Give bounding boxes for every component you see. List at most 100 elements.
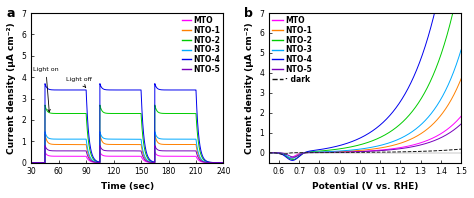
NTO-2 [290,158,296,161]
NTO-3 [152,130,158,133]
MTO [418,142,423,144]
MTO [64,155,69,157]
NTO-5 [154,147,159,150]
NTO-1 [453,90,458,93]
dark [453,148,458,151]
MTO [220,161,226,164]
MTO [152,151,158,153]
Line: NTO-1: NTO-1 [269,79,461,159]
NTO-2 [266,151,272,154]
NTO-5 [276,151,282,154]
NTO-1 [186,143,192,146]
NTO-5 [453,128,458,130]
NTO-4 [154,86,159,88]
NTO-2 [276,152,282,154]
NTO-3 [186,138,192,140]
NTO-5 [172,150,178,152]
NTO-2 [220,161,226,164]
NTO-3 [453,65,458,68]
Y-axis label: Current density (μA cm⁻²): Current density (μA cm⁻²) [245,22,254,154]
Line: NTO-5: NTO-5 [269,124,461,157]
Line: MTO: MTO [31,152,223,163]
NTO-4 [290,159,295,162]
dark [276,152,282,155]
NTO-2 [154,109,159,111]
dark [266,151,272,154]
NTO-3 [266,151,272,154]
Text: Light off: Light off [66,77,92,87]
Line: MTO: MTO [269,116,461,158]
NTO-4 [28,161,34,164]
MTO [287,156,293,159]
NTO-5 [64,150,69,152]
Line: NTO-2: NTO-2 [269,0,461,160]
NTO-5 [186,150,192,152]
NTO-2 [360,143,365,145]
dark [355,151,360,154]
dark [360,151,365,154]
Text: Light on: Light on [33,67,59,112]
NTO-1 [220,161,226,164]
MTO [453,121,458,124]
NTO-2 [144,155,149,157]
NTO-3 [220,161,226,164]
NTO-5 [355,151,360,153]
NTO-4 [355,138,360,141]
NTO-5 [144,160,149,162]
NTO-4 [64,89,69,91]
MTO [154,153,159,155]
NTO-2 [418,99,423,101]
MTO [360,150,365,152]
Line: NTO-4: NTO-4 [269,0,461,160]
Line: dark: dark [269,149,461,154]
NTO-1 [355,149,360,152]
MTO [453,121,458,123]
NTO-1 [266,151,272,154]
NTO-3 [28,161,34,164]
dark [458,148,464,150]
NTO-5 [102,149,108,152]
NTO-2 [64,112,69,115]
MTO [144,161,149,163]
NTO-3 [418,124,423,127]
NTO-5 [418,144,423,146]
NTO-4 [172,89,178,91]
NTO-1 [453,90,458,92]
MTO [172,155,178,157]
Line: NTO-2: NTO-2 [31,105,223,163]
dark [418,150,423,153]
MTO [458,115,464,117]
NTO-5 [291,156,296,158]
NTO-4 [266,151,272,154]
NTO-5 [360,150,365,153]
NTO-3 [154,135,159,137]
NTO-3 [360,148,365,150]
NTO-4 [276,152,282,154]
dark [280,153,286,155]
NTO-4 [186,89,192,91]
Y-axis label: Current density (μA cm⁻²): Current density (μA cm⁻²) [7,22,16,154]
Line: NTO-3: NTO-3 [269,50,461,158]
NTO-2 [28,161,34,164]
NTO-3 [144,158,149,161]
Legend: MTO, NTO-1, NTO-2, NTO-3, NTO-4, NTO-5: MTO, NTO-1, NTO-2, NTO-3, NTO-4, NTO-5 [181,15,221,75]
NTO-4 [152,82,158,85]
NTO-1 [276,152,282,154]
NTO-3 [458,49,464,51]
MTO [186,155,192,157]
NTO-5 [458,123,464,125]
NTO-5 [152,144,158,147]
NTO-1 [64,143,69,146]
Line: NTO-1: NTO-1 [31,134,223,163]
NTO-3 [289,157,295,159]
NTO-1 [152,133,158,135]
NTO-2 [102,112,108,114]
NTO-1 [360,149,365,151]
MTO [276,152,282,154]
Legend: MTO, NTO-1, NTO-2, NTO-3, NTO-4, NTO-5, · dark: MTO, NTO-1, NTO-2, NTO-3, NTO-4, NTO-5, … [271,15,312,84]
MTO [28,161,34,164]
NTO-4 [102,88,108,91]
X-axis label: Time (sec): Time (sec) [101,182,154,191]
NTO-3 [453,66,458,68]
NTO-3 [172,138,178,140]
